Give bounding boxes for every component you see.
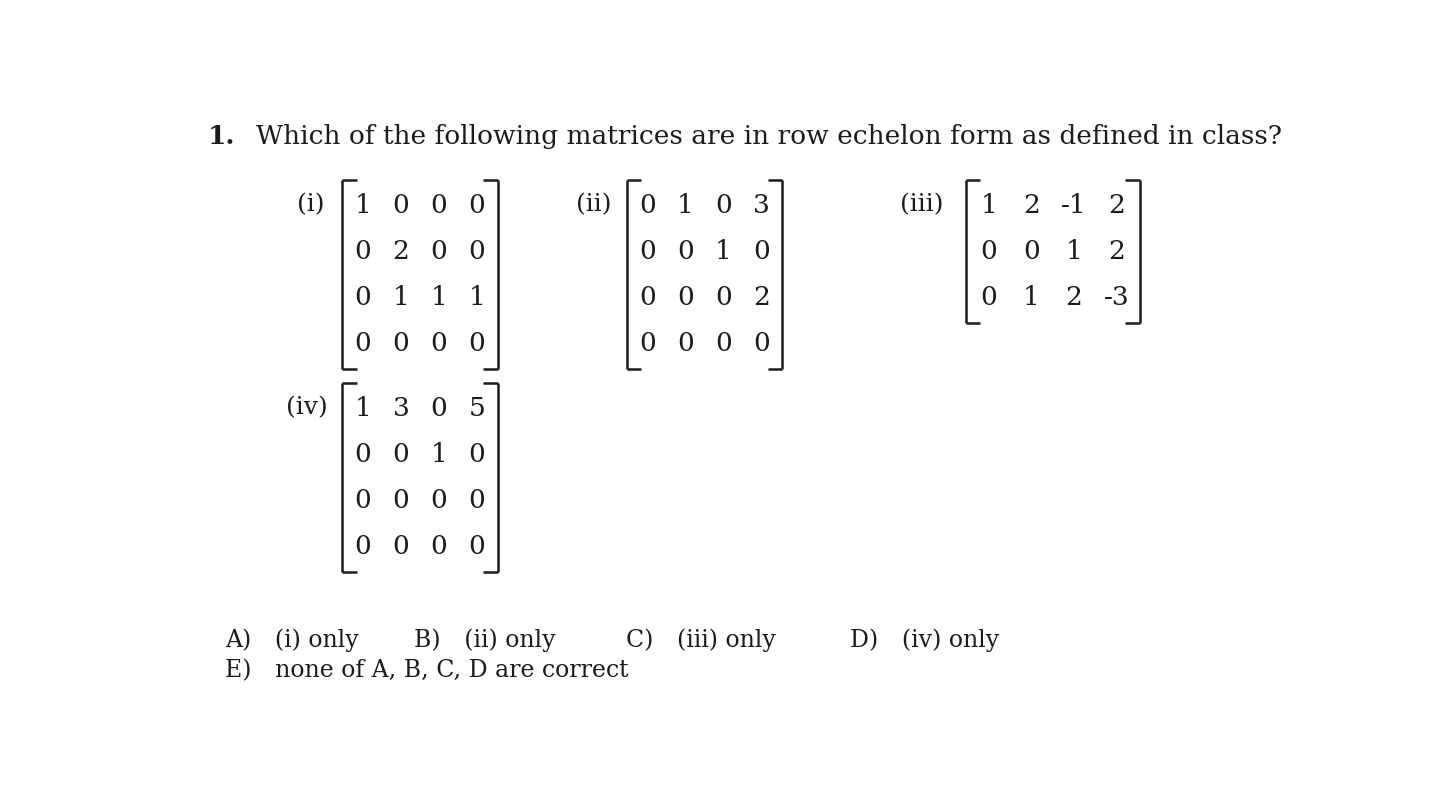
Text: 1.: 1. (207, 124, 235, 149)
Text: 0: 0 (468, 534, 485, 559)
Text: 0: 0 (639, 193, 657, 217)
Text: 1: 1 (354, 193, 372, 217)
Text: 0: 0 (431, 534, 448, 559)
Text: 0: 0 (468, 331, 485, 356)
Text: 0: 0 (716, 331, 732, 356)
Text: 0: 0 (354, 239, 372, 264)
Text: (iii): (iii) (900, 193, 943, 217)
Text: 1: 1 (468, 285, 485, 310)
Text: B) (ii) only: B) (ii) only (415, 629, 556, 652)
Text: 0: 0 (1024, 239, 1040, 264)
Text: 0: 0 (639, 331, 657, 356)
Text: 0: 0 (716, 285, 732, 310)
Text: 0: 0 (468, 488, 485, 513)
Text: (iv): (iv) (287, 396, 328, 419)
Text: 0: 0 (716, 193, 732, 217)
Text: 2: 2 (1107, 239, 1125, 264)
Text: 2: 2 (1107, 193, 1125, 217)
Text: 1: 1 (431, 442, 448, 467)
Text: 0: 0 (431, 488, 448, 513)
Text: 2: 2 (393, 239, 409, 264)
Text: 0: 0 (354, 534, 372, 559)
Text: 0: 0 (431, 331, 448, 356)
Text: 0: 0 (393, 193, 409, 217)
Text: 0: 0 (981, 239, 998, 264)
Text: 0: 0 (431, 396, 448, 420)
Text: 0: 0 (981, 285, 998, 310)
Text: 0: 0 (468, 442, 485, 467)
Text: 2: 2 (1066, 285, 1083, 310)
Text: A) (i) only: A) (i) only (225, 629, 359, 652)
Text: 1: 1 (431, 285, 448, 310)
Text: 3: 3 (753, 193, 770, 217)
Text: 1: 1 (677, 193, 694, 217)
Text: 0: 0 (393, 331, 409, 356)
Text: 1: 1 (1066, 239, 1083, 264)
Text: 2: 2 (1022, 193, 1040, 217)
Text: 1: 1 (393, 285, 409, 310)
Text: (i): (i) (297, 193, 324, 217)
Text: -3: -3 (1103, 285, 1129, 310)
Text: 1: 1 (1024, 285, 1040, 310)
Text: 0: 0 (354, 331, 372, 356)
Text: D) (iv) only: D) (iv) only (850, 629, 999, 652)
Text: 0: 0 (677, 285, 694, 310)
Text: 0: 0 (354, 488, 372, 513)
Text: 0: 0 (639, 239, 657, 264)
Text: 0: 0 (431, 239, 448, 264)
Text: 3: 3 (393, 396, 409, 420)
Text: Which of the following matrices are in row echelon form as defined in class?: Which of the following matrices are in r… (256, 124, 1282, 149)
Text: 1: 1 (716, 239, 732, 264)
Text: 1: 1 (354, 396, 372, 420)
Text: 0: 0 (393, 534, 409, 559)
Text: 0: 0 (753, 331, 770, 356)
Text: 0: 0 (354, 285, 372, 310)
Text: 0: 0 (468, 193, 485, 217)
Text: 0: 0 (677, 331, 694, 356)
Text: E) none of A, B, C, D are correct: E) none of A, B, C, D are correct (225, 660, 628, 682)
Text: 1: 1 (981, 193, 998, 217)
Text: -1: -1 (1061, 193, 1087, 217)
Text: C) (iii) only: C) (iii) only (626, 629, 776, 652)
Text: (ii): (ii) (576, 193, 612, 217)
Text: 0: 0 (677, 239, 694, 264)
Text: 0: 0 (753, 239, 770, 264)
Text: 0: 0 (354, 442, 372, 467)
Text: 2: 2 (753, 285, 770, 310)
Text: 0: 0 (393, 442, 409, 467)
Text: 0: 0 (393, 488, 409, 513)
Text: 5: 5 (468, 396, 485, 420)
Text: 0: 0 (431, 193, 448, 217)
Text: 0: 0 (468, 239, 485, 264)
Text: 0: 0 (639, 285, 657, 310)
